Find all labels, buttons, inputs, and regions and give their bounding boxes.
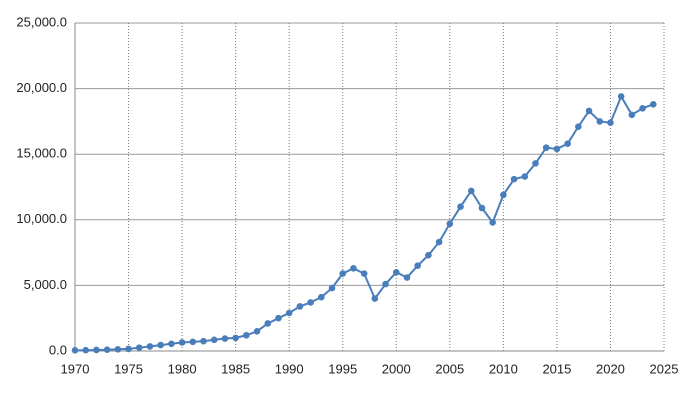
point: [350, 265, 357, 272]
y-tick-label: 10,000.0: [16, 211, 67, 226]
point: [339, 270, 347, 277]
point: [328, 284, 336, 292]
point: [318, 293, 325, 301]
point: [575, 123, 582, 130]
series-line: [74, 94, 654, 352]
point: [392, 268, 400, 276]
point: [264, 320, 272, 327]
point: [178, 339, 186, 346]
point: [403, 274, 411, 281]
point: [135, 344, 143, 352]
point: [435, 238, 443, 246]
point: [457, 203, 464, 210]
point: [628, 111, 636, 119]
point: [210, 336, 218, 344]
x-tick-label: 2010: [489, 361, 518, 376]
point: [542, 144, 550, 151]
y-tick-label: 15,000.0: [16, 146, 67, 161]
point: [307, 299, 314, 306]
point: [200, 337, 207, 345]
point: [189, 338, 197, 346]
y-tick-label: 5,000.0: [24, 277, 67, 292]
point: [146, 343, 154, 350]
point: [521, 173, 529, 180]
point: [639, 104, 646, 112]
x-tick-label: 1970: [61, 361, 90, 376]
y-tick-label: 0.0: [49, 342, 67, 357]
point: [157, 341, 164, 349]
point: [489, 219, 496, 226]
point: [168, 340, 175, 348]
point: [243, 331, 250, 339]
point: [500, 191, 507, 199]
point: [596, 118, 604, 125]
x-tick-label: 2015: [542, 361, 571, 376]
point: [510, 175, 518, 183]
point: [617, 93, 625, 100]
point: [232, 334, 239, 342]
point: [478, 204, 486, 212]
point: [607, 119, 614, 127]
point: [564, 140, 571, 148]
point: [93, 346, 100, 354]
x-tick-label: 1995: [328, 361, 357, 376]
x-tick-label: 1980: [168, 361, 197, 376]
y-tick-label: 20,000.0: [16, 80, 67, 95]
x-tick-label: 1990: [275, 361, 304, 376]
point: [253, 328, 261, 335]
x-tick-label: 2025: [650, 361, 679, 376]
y-tick-label: 25,000.0: [16, 14, 67, 29]
x-tick-label: 2005: [435, 361, 464, 376]
point: [360, 270, 368, 277]
point: [71, 347, 79, 354]
point: [382, 280, 389, 288]
point: [425, 251, 432, 259]
point: [532, 160, 539, 167]
point: [221, 335, 229, 342]
point: [285, 309, 293, 317]
point: [103, 346, 111, 353]
point: [467, 187, 475, 195]
point: [553, 145, 561, 153]
point: [82, 346, 90, 354]
point: [585, 107, 593, 115]
point: [649, 101, 657, 108]
point: [446, 220, 454, 228]
point: [275, 314, 282, 322]
x-tick-label: 2000: [382, 361, 411, 376]
point: [296, 303, 304, 310]
point: [414, 262, 421, 270]
point: [125, 345, 132, 353]
x-tick-label: 1975: [114, 361, 143, 376]
x-tick-label: 2020: [596, 361, 625, 376]
point: [114, 345, 122, 353]
x-tick-label: 1985: [221, 361, 250, 376]
point: [371, 295, 379, 302]
